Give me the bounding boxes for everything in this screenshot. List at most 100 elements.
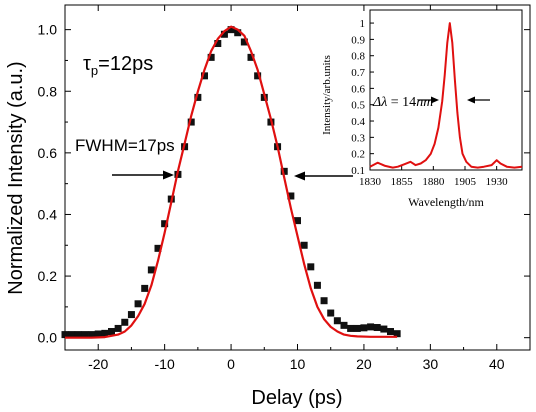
- delta-lambda-unit: nm: [416, 95, 433, 110]
- inset-y-tick-label: 0.4: [351, 116, 365, 128]
- delta-lambda-annotation: Δλ = 14nm: [372, 95, 433, 110]
- delta-lambda-left-arrow: [418, 96, 439, 104]
- inset-x-tick-label: 1905: [454, 176, 477, 188]
- data-point-marker: [247, 53, 255, 61]
- fit-curve-line: [65, 25, 398, 339]
- data-point-marker: [147, 266, 155, 274]
- data-point-marker: [81, 331, 89, 339]
- data-point-marker: [74, 331, 82, 339]
- data-point-marker: [380, 325, 388, 333]
- main-y-tick-label: 0.6: [38, 145, 58, 161]
- inset-axis-ticks: [369, 22, 498, 171]
- data-point-marker: [220, 30, 228, 38]
- inset-plot-frame: [369, 9, 523, 171]
- main-x-tick-labels: -20 -10 0 10 20 30 40: [88, 356, 505, 372]
- main-y-axis-label: Normalized Intensity (a.u.): [5, 61, 27, 294]
- inset-y-tick-label: 0.3: [351, 132, 365, 144]
- fwhm-right-arrow: [294, 171, 353, 181]
- data-point-marker: [367, 323, 375, 331]
- data-point-marker: [254, 72, 262, 80]
- data-point-marker: [307, 263, 315, 271]
- data-point-marker: [207, 53, 215, 61]
- data-point-marker: [61, 331, 69, 339]
- main-x-tick-label: -20: [88, 356, 108, 372]
- data-point-marker: [127, 311, 135, 319]
- inset-x-tick-label: 1830: [359, 176, 382, 188]
- inset-y-tick-label: 0.5: [351, 100, 365, 112]
- inset-y-tick-label: 1: [360, 18, 366, 30]
- inset-y-tick-label: 0.7: [351, 67, 365, 79]
- main-x-tick-label: 40: [489, 356, 505, 372]
- main-x-tick-label: -10: [155, 356, 175, 372]
- main-x-tick-label: 0: [227, 356, 235, 372]
- main-x-tick-label: 20: [356, 356, 372, 372]
- inset-x-axis-label: Wavelength/nm: [408, 195, 484, 209]
- data-point-marker: [234, 29, 242, 37]
- data-point-marker: [240, 38, 248, 46]
- inset-y-axis-label: Intensity/arb.units: [321, 55, 333, 135]
- inset-series-group: [369, 22, 523, 169]
- main-y-tick-label: 0.0: [38, 330, 58, 346]
- inset-y-tick-label: 0.6: [351, 83, 365, 95]
- data-point-marker: [187, 118, 195, 126]
- data-point-marker: [327, 309, 335, 317]
- data-point-marker: [88, 331, 96, 339]
- data-point-marker: [108, 328, 115, 336]
- data-point-marker: [360, 324, 368, 332]
- data-point-marker: [280, 167, 288, 175]
- tau-annotation: τp=12ps: [83, 53, 153, 78]
- inset-x-tick-label: 1855: [391, 176, 414, 188]
- data-point-marker: [340, 321, 348, 329]
- data-point-marker: [101, 329, 109, 337]
- data-point-marker: [68, 331, 76, 339]
- data-point-marker: [333, 317, 341, 325]
- fwhm-left-arrow: [112, 170, 174, 180]
- data-point-marker: [134, 300, 142, 308]
- main-series-group: [61, 25, 401, 339]
- data-point-marker: [201, 72, 208, 80]
- spectrum-line: [369, 22, 523, 169]
- data-point-marker: [387, 328, 394, 336]
- delta-lambda-right-arrow: [467, 96, 490, 104]
- main-y-tick-label: 0.8: [38, 83, 58, 99]
- main-x-tick-label: 30: [423, 356, 439, 372]
- main-y-tick-labels: 0.0 0.2 0.4 0.6 0.8 1.0: [38, 22, 58, 346]
- inset-background: [370, 10, 522, 170]
- data-point-marker: [300, 241, 308, 249]
- tau-symbol: τ: [83, 53, 91, 75]
- data-point-marker: [320, 297, 328, 305]
- delta-lambda-equals: = 14: [387, 95, 416, 110]
- tau-subscript: p: [91, 63, 98, 78]
- data-point-marker: [313, 281, 321, 289]
- data-point-marker: [353, 324, 361, 332]
- main-y-tick-label: 1.0: [38, 22, 58, 38]
- main-x-tick-label: 10: [290, 356, 306, 372]
- fwhm-annotation: FWHM=17ps: [75, 136, 175, 155]
- data-point-marker: [114, 324, 122, 332]
- data-point-marker: [347, 324, 355, 332]
- data-point-marker: [214, 40, 222, 48]
- inset-x-tick-labels: 1830 1855 1880 1905 1930: [359, 176, 508, 188]
- inset-y-tick-label: 0.2: [351, 149, 365, 161]
- inset-y-tick-labels: 0.1 0.2 0.3 0.4 0.5 0.6 0.7 0.8 0.9 1: [351, 18, 365, 177]
- data-point-marker: [141, 284, 149, 292]
- delta-lambda-symbol: Δλ: [372, 95, 387, 110]
- inset-x-tick-label: 1880: [422, 176, 445, 188]
- data-point-marker: [373, 324, 381, 332]
- inset-y-tick-label: 0.9: [351, 34, 365, 46]
- tau-value: =12ps: [98, 53, 153, 75]
- inset-x-tick-label: 1930: [486, 176, 509, 188]
- data-point-marker: [287, 192, 295, 200]
- data-point-marker: [227, 26, 235, 34]
- data-point-marker: [393, 330, 401, 338]
- data-point-marker: [121, 318, 129, 326]
- inset-y-tick-label: 0.8: [351, 51, 365, 63]
- data-point-marker: [94, 330, 102, 338]
- data-point-marker: [194, 93, 202, 101]
- main-x-axis-label: Delay (ps): [251, 387, 342, 409]
- data-point-marker: [154, 244, 162, 252]
- inset-y-tick-label: 0.1: [351, 165, 365, 177]
- main-y-tick-label: 0.2: [38, 268, 58, 284]
